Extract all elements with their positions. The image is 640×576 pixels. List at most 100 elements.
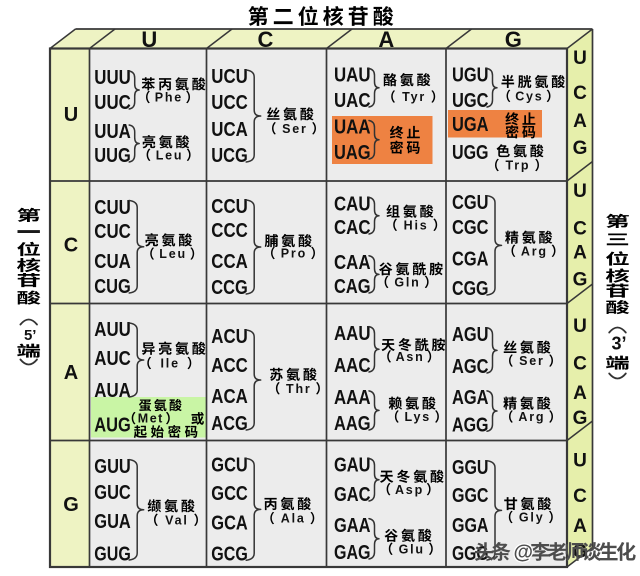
svg-text:CGC: CGC [452, 217, 489, 239]
svg-text:GCG: GCG [211, 543, 248, 565]
svg-text:AUC: AUC [94, 348, 131, 370]
svg-text:C: C [573, 486, 587, 507]
svg-text:A: A [64, 362, 78, 384]
svg-text:CAU: CAU [334, 194, 371, 216]
svg-text:AAA: AAA [334, 387, 371, 409]
svg-text:3’: 3’ [611, 334, 626, 354]
svg-text:5’: 5’ [24, 327, 37, 344]
svg-text:AAG: AAG [334, 413, 371, 435]
svg-text:A: A [573, 111, 587, 132]
svg-text:Gly: Gly [519, 511, 545, 525]
svg-text:U: U [64, 104, 78, 126]
svg-text:A: A [573, 243, 587, 264]
svg-text:Glu: Glu [399, 542, 425, 556]
svg-text:GGC: GGC [452, 485, 489, 507]
svg-text:GAA: GAA [334, 515, 371, 537]
svg-text:C: C [573, 219, 587, 240]
svg-text:CCA: CCA [211, 251, 248, 273]
svg-text:Thr: Thr [286, 382, 312, 396]
svg-text:Leu: Leu [159, 247, 187, 261]
svg-text:G: G [505, 27, 522, 52]
svg-text:UGC: UGC [452, 90, 489, 112]
svg-text:C: C [258, 27, 274, 52]
svg-text:CGU: CGU [452, 192, 489, 214]
svg-text:Met: Met [138, 412, 164, 426]
svg-text:Phe: Phe [155, 91, 183, 105]
svg-text:GAU: GAU [334, 455, 371, 477]
svg-text:GAC: GAC [334, 484, 371, 506]
svg-text:UUU: UUU [94, 67, 131, 89]
svg-text:Gln: Gln [394, 276, 420, 290]
svg-text:UAC: UAC [334, 90, 371, 112]
svg-text:UGU: UGU [452, 65, 489, 87]
svg-text:Tyr: Tyr [402, 90, 426, 104]
svg-text:AUU: AUU [94, 319, 131, 341]
svg-text:CCU: CCU [211, 196, 248, 218]
svg-text:His: His [404, 218, 429, 232]
svg-text:ACU: ACU [211, 326, 248, 348]
svg-text:G: G [573, 138, 588, 159]
svg-text:UAG: UAG [334, 142, 371, 164]
svg-text:Asn: Asn [396, 350, 425, 364]
svg-text:G: G [573, 541, 588, 562]
svg-text:CAC: CAC [334, 217, 371, 239]
svg-text:Trp: Trp [505, 159, 530, 173]
svg-text:CUG: CUG [94, 276, 131, 298]
svg-text:Leu: Leu [156, 148, 184, 162]
svg-text:GCC: GCC [211, 483, 248, 505]
svg-text:U: U [573, 48, 587, 69]
svg-text:AAU: AAU [334, 323, 371, 345]
svg-text:U: U [573, 181, 587, 202]
svg-text:UCC: UCC [211, 92, 248, 114]
svg-text:Ala: Ala [281, 512, 306, 526]
svg-text:Arg: Arg [521, 244, 548, 258]
svg-text:CUA: CUA [94, 251, 131, 273]
svg-text:C: C [64, 235, 78, 257]
svg-text:ACA: ACA [211, 386, 248, 408]
svg-text:G: G [573, 270, 588, 291]
svg-text:AGG: AGG [452, 414, 489, 436]
svg-text:CGA: CGA [452, 249, 489, 271]
svg-text:Ser: Ser [519, 354, 545, 368]
svg-text:GCU: GCU [211, 455, 248, 477]
svg-text:Ile: Ile [161, 357, 180, 371]
svg-text:A: A [573, 383, 587, 404]
svg-text:GGA: GGA [452, 515, 489, 537]
svg-text:GUC: GUC [94, 482, 131, 504]
svg-text:ACC: ACC [211, 355, 248, 377]
svg-text:UAA: UAA [334, 117, 371, 139]
svg-text:AAC: AAC [334, 355, 371, 377]
svg-text:AGC: AGC [452, 356, 489, 378]
svg-text:UUA: UUA [94, 121, 131, 143]
svg-text:A: A [573, 516, 587, 537]
svg-text:GGU: GGU [452, 457, 489, 479]
svg-text:Lys: Lys [405, 410, 431, 424]
svg-text:GAG: GAG [334, 542, 371, 564]
svg-text:AGU: AGU [452, 324, 489, 346]
svg-text:Pro: Pro [281, 247, 307, 261]
svg-text:GUG: GUG [94, 543, 131, 565]
svg-text:CAG: CAG [334, 276, 371, 298]
svg-text:CAA: CAA [334, 252, 371, 274]
svg-text:A: A [378, 27, 394, 52]
svg-text:GCA: GCA [211, 513, 248, 535]
svg-text:Ser: Ser [282, 122, 308, 136]
svg-text:G: G [63, 494, 79, 516]
svg-text:CUC: CUC [94, 221, 131, 243]
svg-text:UGA: UGA [452, 114, 489, 136]
svg-text:Val: Val [165, 513, 188, 527]
svg-text:UCG: UCG [211, 145, 248, 167]
svg-text:U: U [141, 27, 157, 52]
svg-text:UCA: UCA [211, 119, 248, 141]
svg-text:GUU: GUU [94, 456, 131, 478]
svg-text:C: C [573, 354, 587, 375]
svg-text:UAU: UAU [334, 65, 371, 87]
svg-text:AUG: AUG [94, 415, 131, 437]
svg-text:C: C [573, 83, 587, 104]
svg-text:@: @ [514, 542, 534, 564]
svg-text:Arg: Arg [518, 410, 545, 424]
svg-text:CCC: CCC [211, 220, 248, 242]
svg-text:AGA: AGA [452, 387, 489, 409]
svg-text:UUG: UUG [94, 145, 131, 167]
svg-text:G: G [573, 408, 588, 429]
